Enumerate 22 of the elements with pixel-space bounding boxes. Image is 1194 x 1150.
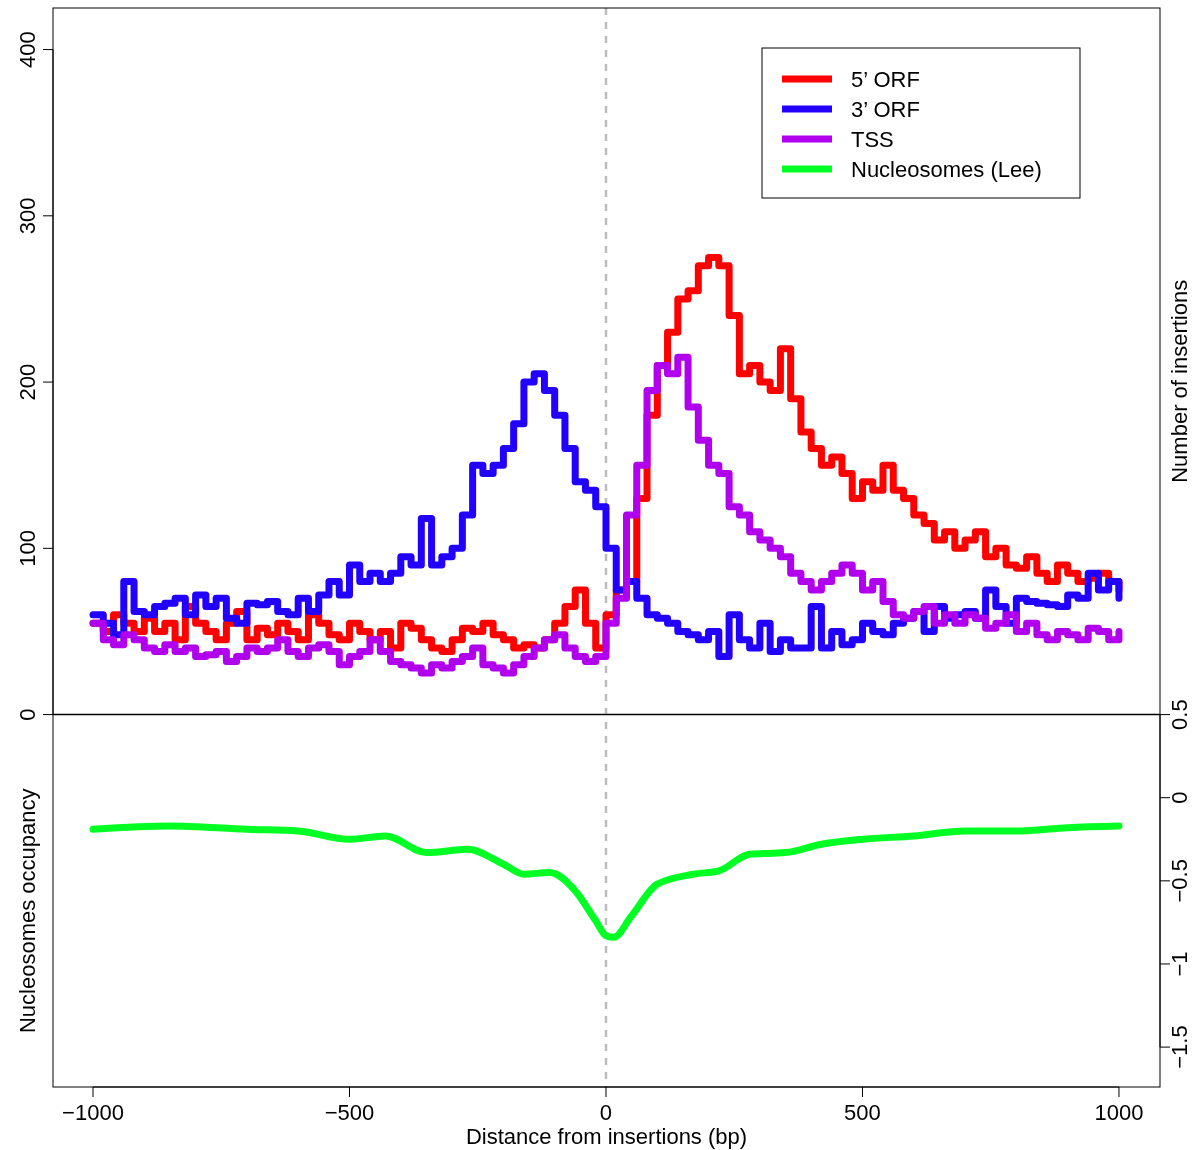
x-axis-title: Distance from insertions (bp)	[465, 1124, 748, 1149]
x-tick-label: 500	[844, 1100, 881, 1125]
legend-label: Nucleosomes (Lee)	[851, 157, 1042, 182]
y2-tick-label: 0.5	[1167, 699, 1192, 730]
x-tick-label: 0	[599, 1100, 613, 1125]
y2-tick-label: 0	[1167, 791, 1192, 804]
x-tick-label: 1000	[1094, 1100, 1144, 1125]
x-tick-label: −500	[324, 1100, 375, 1125]
legend-label: 5’ ORF	[851, 67, 920, 92]
x-tick-label: −1000	[62, 1100, 124, 1125]
y-tick-label: 300	[15, 197, 40, 235]
y-tick-label: 400	[15, 31, 40, 68]
y2-tick-label: −0.5	[1167, 859, 1192, 903]
y-tick-label: 0	[15, 708, 40, 721]
y-axis-title: Nucleosomes occupancy	[15, 788, 40, 1034]
y2-tick-label: −1	[1167, 951, 1192, 977]
y2-axis-title: Number of insertions	[1167, 279, 1192, 483]
legend-label: 3’ ORF	[851, 97, 920, 122]
legend-label: TSS	[851, 127, 894, 152]
y2-tick-label: −1.5	[1167, 1025, 1192, 1069]
y-tick-label: 100	[15, 529, 40, 567]
y-tick-label: 200	[15, 363, 40, 401]
